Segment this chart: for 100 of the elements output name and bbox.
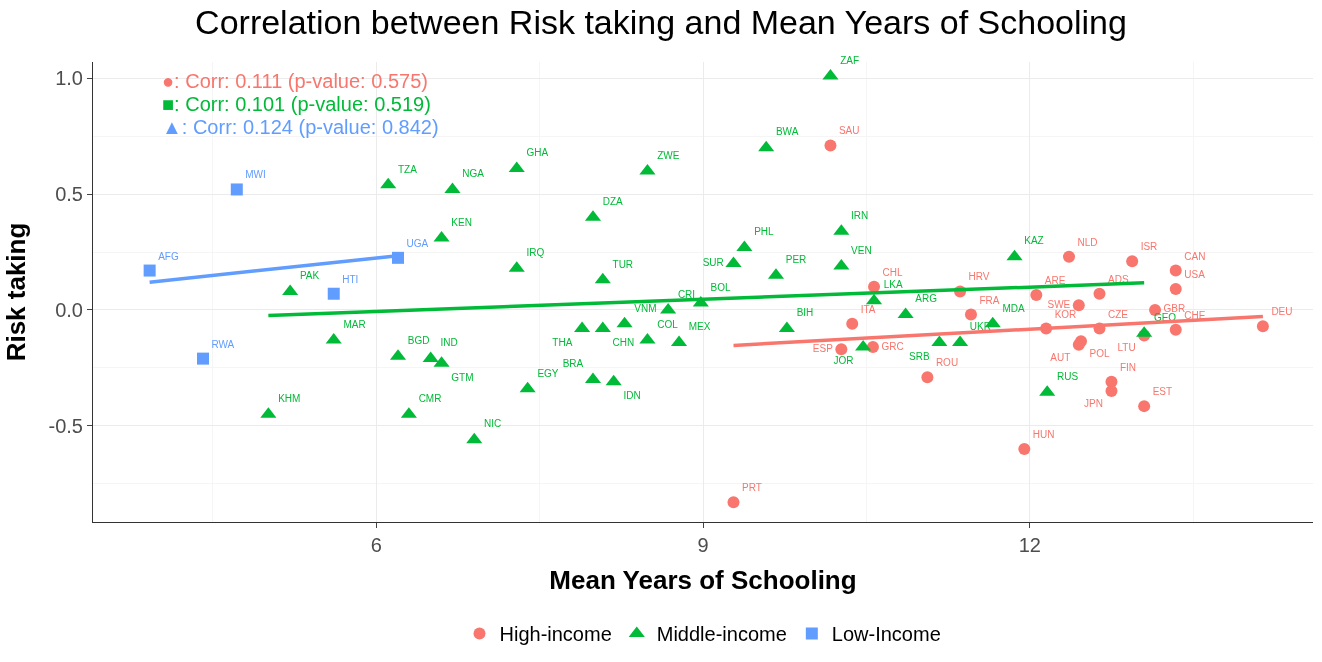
data-label: VEN [851, 244, 872, 256]
point [197, 352, 210, 365]
data-label: BWA [775, 126, 799, 138]
data-label: SWE [1047, 298, 1071, 310]
data-label: GBR [1163, 303, 1186, 315]
data-label: TZA [397, 163, 418, 175]
point [1256, 320, 1269, 333]
data-label: ROU [935, 357, 959, 369]
y-tick-label: 0.5 [55, 183, 83, 206]
point [1072, 299, 1085, 312]
point [833, 258, 850, 270]
data-label: CZE [1108, 308, 1129, 320]
data-label: JPN [1084, 398, 1103, 410]
data-label: AUT [1050, 351, 1071, 363]
y-tick-label: 0.0 [55, 298, 83, 321]
data-label: KAZ [1024, 235, 1044, 247]
point [616, 316, 633, 328]
data-label: RUS [1056, 370, 1079, 382]
data-label: IRQ [526, 247, 545, 258]
data-label: NIC [484, 418, 502, 430]
data-label: PRT [742, 482, 762, 494]
point [835, 343, 848, 356]
legend-label: Low-Income [831, 623, 941, 646]
point [143, 264, 156, 277]
x-tick-label: 6 [370, 534, 382, 556]
data-label: LKA [883, 279, 903, 291]
data-label: SAU [838, 125, 860, 137]
data-label: EST [1152, 386, 1173, 398]
point [846, 317, 859, 330]
x-axis-title: Mean Years of Schooling [549, 564, 857, 595]
point [822, 68, 839, 80]
data-label: BRA [562, 358, 584, 370]
data-label: HRV [968, 271, 990, 283]
chart-title: Correlation between Risk taking and Mean Years of Schooling [195, 2, 1127, 41]
data-label: MDA [1002, 302, 1026, 314]
data-label: USA [1184, 269, 1206, 281]
data-label: PAK [299, 270, 320, 282]
annotation: ●: Corr: 0.111 (p-value: 0.575) [162, 70, 428, 92]
point [508, 161, 525, 173]
data-label: CHE [1184, 309, 1206, 321]
point [1105, 385, 1118, 398]
data-label: KEN [451, 216, 472, 228]
point [758, 140, 775, 152]
data-label: GHA [526, 147, 549, 159]
point [824, 139, 837, 152]
point [897, 307, 914, 319]
data-label: IRN [851, 209, 869, 221]
data-label: ZAF [840, 54, 860, 66]
point [866, 341, 879, 354]
point [921, 371, 934, 384]
point [605, 374, 622, 386]
point [1063, 250, 1075, 263]
data-label: DEU [1271, 306, 1293, 318]
legend-label: High-income [499, 623, 612, 646]
data-label: NGA [462, 168, 485, 180]
point [327, 287, 340, 300]
point [1018, 443, 1031, 455]
data-label: BGD [407, 335, 430, 347]
data-label: LTU [1117, 342, 1136, 354]
data-label: RWA [211, 338, 235, 350]
point [1126, 255, 1139, 268]
point [230, 183, 243, 196]
data-label: UGA [406, 237, 429, 249]
data-label: IDN [623, 390, 641, 402]
data-label: PER [785, 253, 807, 265]
data-label: SRB [909, 350, 930, 362]
data-label: EGY [537, 367, 559, 379]
data-label: ZWE [657, 149, 680, 161]
data-label: ISR [1140, 241, 1158, 253]
data-label: SUR [702, 257, 724, 269]
data-label: ITA [860, 303, 876, 315]
data-label: ESP [812, 342, 834, 354]
point [1093, 287, 1106, 300]
data-label: FIN [1119, 361, 1137, 373]
y-tick-label: -0.5 [48, 414, 83, 437]
x-tick-label: 9 [697, 534, 709, 556]
annotation: ▲: Corr: 0.124 (p-value: 0.842) [162, 116, 439, 138]
point [380, 177, 397, 189]
point [466, 432, 483, 444]
point [1169, 264, 1182, 277]
data-label: KOR [1054, 308, 1077, 320]
point [964, 308, 977, 321]
data-label: POL [1089, 348, 1110, 360]
data-label: CMR [418, 392, 442, 404]
data-label: MEX [688, 321, 711, 333]
data-label: PHL [754, 226, 775, 238]
data-label: IND [440, 337, 458, 349]
data-label: GRC [881, 340, 904, 352]
point [519, 381, 536, 393]
point [422, 351, 439, 363]
data-label: COL [657, 318, 679, 330]
x-tick-label: 12 [1018, 534, 1041, 556]
point [594, 272, 611, 284]
data-label: MAR [343, 318, 366, 330]
point [1006, 249, 1023, 261]
data-label: ARG [915, 293, 938, 305]
data-label: HTI [342, 273, 359, 285]
point [1030, 288, 1043, 301]
data-label: BIH [796, 307, 814, 319]
data-label: NLD [1077, 236, 1098, 248]
